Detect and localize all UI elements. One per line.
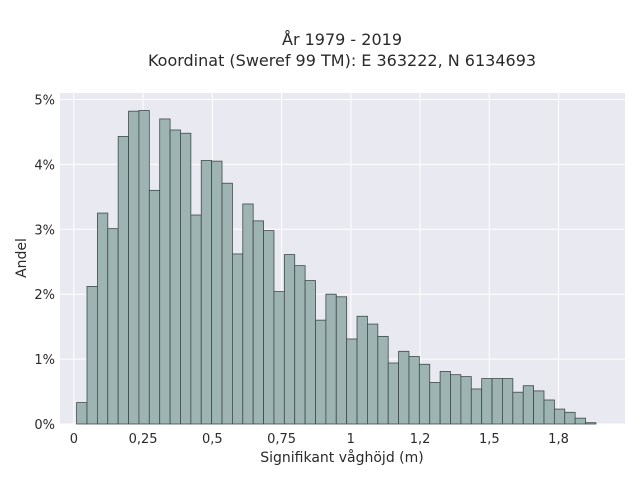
histogram-bar: [346, 338, 358, 425]
histogram-bar: [564, 411, 576, 425]
histogram-bar: [190, 214, 202, 425]
histogram-bar: [512, 391, 524, 425]
histogram-bar: [252, 220, 264, 425]
histogram-bar: [107, 228, 119, 425]
x-tick-label: 0,25: [129, 432, 158, 447]
histogram-bar: [522, 385, 535, 425]
histogram-bar: [377, 335, 389, 425]
x-tick-label: 1,8: [548, 432, 569, 447]
histogram-bar: [263, 230, 275, 425]
histogram-bar: [169, 129, 181, 425]
histogram-bar: [367, 323, 379, 425]
histogram-bar: [148, 189, 161, 425]
histogram-bar: [315, 319, 327, 425]
x-tick-label: 0,5: [202, 432, 223, 447]
histogram-bar: [211, 160, 223, 425]
y-tick-label: 5%: [34, 93, 55, 108]
x-axis-label: Signifikant våghöjd (m): [260, 449, 423, 466]
histogram-bar: [242, 203, 254, 425]
x-tick-label: 1,2: [410, 432, 431, 447]
chart-title-line2: Koordinat (Sweref 99 TM): E 363222, N 61…: [148, 51, 536, 70]
histogram-bar: [76, 402, 88, 425]
y-axis-label: Andel: [14, 238, 30, 278]
histogram-bar: [294, 265, 306, 425]
histogram-bar: [481, 378, 493, 425]
histogram-bar: [574, 417, 586, 425]
histogram-bar: [325, 293, 337, 425]
y-tick-label: 1%: [34, 353, 55, 368]
x-tick-label: 1: [347, 432, 355, 447]
histogram-bar: [159, 118, 171, 425]
histogram-bar: [86, 286, 98, 425]
chart-title-line1: År 1979 - 2019: [282, 30, 402, 49]
histogram-bar: [418, 363, 431, 425]
histogram-bar: [408, 356, 420, 425]
histogram-bar: [200, 160, 213, 425]
histogram-bar: [533, 390, 545, 425]
x-tick-label: 0: [70, 432, 78, 447]
histogram-bar: [304, 280, 316, 425]
histogram-bar: [128, 110, 140, 425]
x-axis-ticks: 0 0,25 0,5 0,75 1 1,2 1,5 1,8: [70, 432, 569, 447]
histogram-bar: [387, 362, 399, 425]
histogram-bar: [439, 371, 451, 425]
histogram-bar: [429, 382, 441, 425]
histogram-bar: [180, 132, 192, 425]
bars: [76, 110, 597, 425]
y-tick-label: 3%: [34, 223, 55, 238]
histogram-bar: [138, 110, 150, 425]
y-tick-label: 4%: [34, 158, 55, 173]
histogram-bar: [470, 388, 483, 425]
histogram-bar: [398, 350, 410, 425]
histogram-bar: [221, 182, 233, 425]
x-tick-label: 1,5: [479, 432, 500, 447]
histogram-bar: [273, 291, 285, 425]
histogram-bar: [450, 374, 462, 425]
y-tick-label: 2%: [34, 288, 55, 303]
histogram-bar: [96, 212, 109, 425]
y-tick-label: 0%: [34, 418, 55, 433]
histogram-bar: [283, 254, 296, 425]
histogram-bar: [335, 296, 348, 425]
x-tick-label: 0,75: [267, 432, 296, 447]
histogram-bar: [553, 408, 566, 425]
histogram-bar: [356, 315, 368, 425]
histogram-bar: [502, 378, 514, 425]
histogram-bar: [585, 422, 597, 425]
histogram-bar: [232, 253, 244, 425]
y-axis-ticks: 0% 1% 2% 3% 4% 5%: [34, 93, 55, 433]
histogram-bar: [460, 376, 472, 425]
histogram-bar: [117, 136, 129, 425]
histogram-bar: [491, 378, 503, 425]
histogram-bar: [543, 399, 555, 425]
